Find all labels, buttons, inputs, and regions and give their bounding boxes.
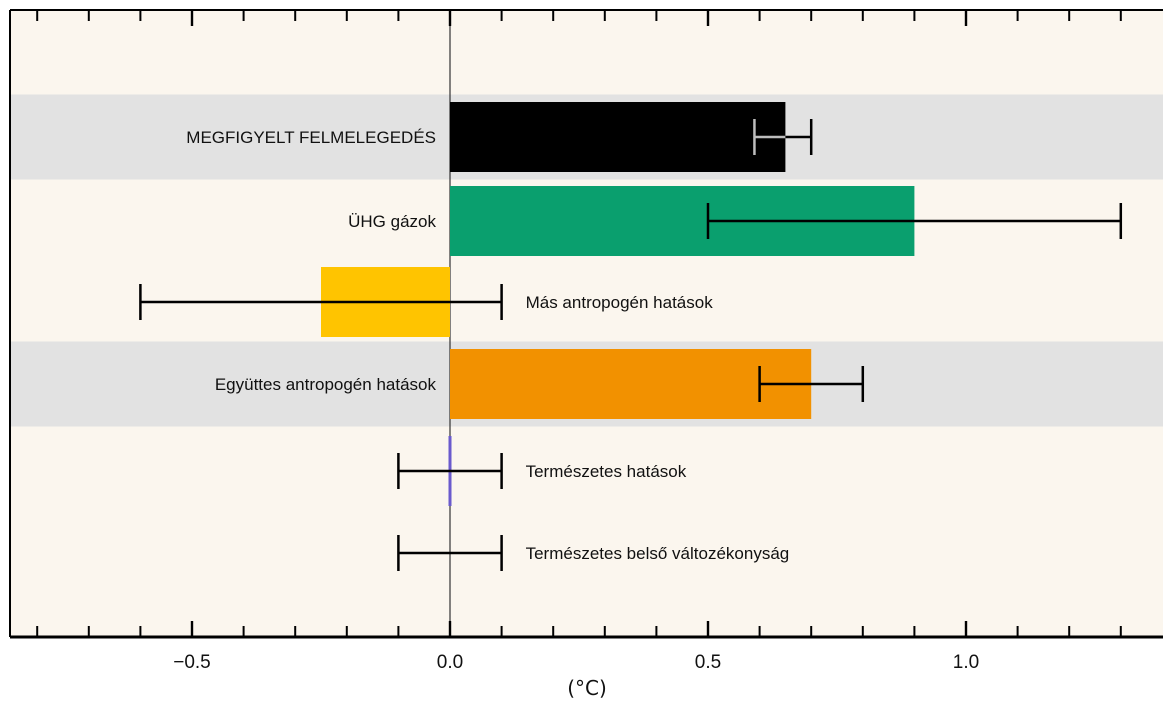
x-axis-ticks: −0.5 0.0 0.5 1.0: [36, 10, 1122, 673]
category-label: Természetes hatások: [526, 462, 687, 481]
category-label: ÜHG gázok: [348, 212, 436, 231]
category-labels: MEGFIGYELT FELMELEGEDÉS ÜHG gázok Más antr…: [186, 128, 789, 563]
bar: [450, 349, 812, 419]
category-label: Együttes antropogén hatások: [215, 375, 437, 394]
x-tick-label: −0.5: [173, 652, 211, 673]
category-label: Természetes belső változékonyság: [526, 544, 790, 563]
x-tick-label: 0.0: [437, 652, 463, 673]
x-tick-label: 0.5: [695, 652, 721, 673]
x-tick-label: 1.0: [953, 652, 979, 673]
category-label: MEGFIGYELT FELMELEGEDÉS: [186, 128, 436, 147]
x-axis-title: (°C): [567, 676, 607, 700]
category-label: Más antropogén hatások: [526, 293, 714, 312]
error-bars-group: [139, 119, 1123, 571]
bar: [450, 102, 786, 172]
